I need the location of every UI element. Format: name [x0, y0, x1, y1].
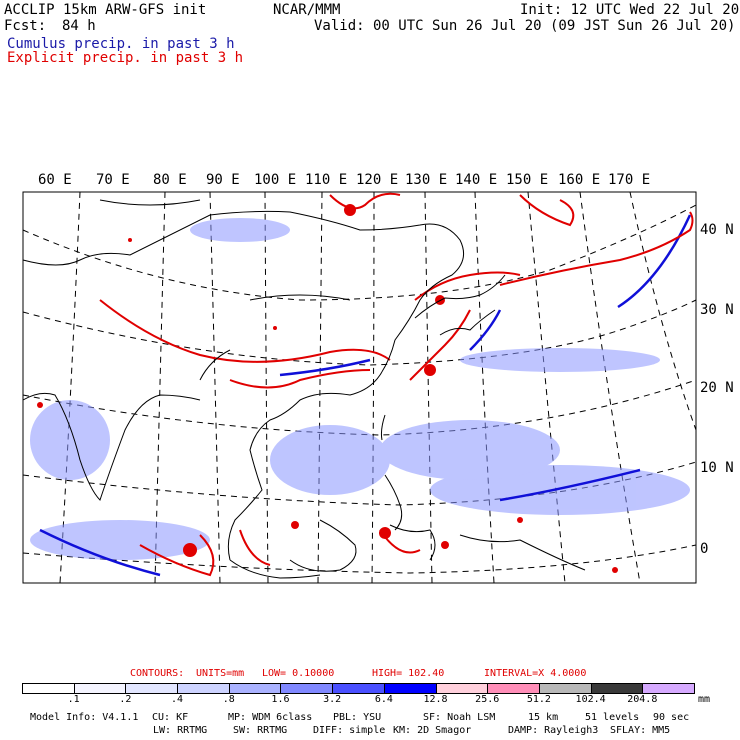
- coastlines: [22, 199, 586, 579]
- cumulus-precip-field: [30, 218, 690, 560]
- lon-label-160e: 160 E: [558, 172, 601, 188]
- lat-label-20n: 20 N: [700, 380, 734, 396]
- footer-info-item: Model Info: V4.1.1: [30, 712, 139, 723]
- footer-physics-item: SW: RRTMG: [233, 725, 288, 736]
- explicit-legend: Explicit precip. in past 3 h: [7, 50, 244, 66]
- lon-label-150e: 150 E: [506, 172, 549, 188]
- contours-label: CONTOURS:: [130, 668, 185, 679]
- colorbar-tick-label: 1.6: [271, 694, 290, 705]
- lat-line-30n: [22, 299, 697, 366]
- lon-line-110e: [317, 191, 323, 584]
- map-frame: [22, 191, 697, 584]
- forecast-hours: 84 h: [62, 18, 96, 34]
- footer-info-item: SF: Noah LSM: [423, 712, 496, 723]
- colorbar-bin: [383, 683, 437, 694]
- colorbar-unit: mm: [698, 694, 711, 705]
- colorbar-bin: [538, 683, 592, 694]
- colorbar-tick-label: .1: [67, 694, 80, 705]
- colorbar-bin: [332, 683, 385, 694]
- lon-label-60e: 60 E: [38, 172, 72, 188]
- colorbar-tick-label: 25.6: [475, 694, 500, 705]
- lon-line-160e: [579, 191, 641, 584]
- valid-time: Valid: 00 UTC Sun 26 Jul 20 (09 JST Sun …: [314, 18, 736, 34]
- colorbar-bin: [590, 683, 644, 694]
- footer-info-item: CU: KF: [152, 712, 189, 723]
- colorbar-bin: [73, 683, 127, 694]
- footer-physics-item: DIFF: simple: [313, 725, 386, 736]
- lon-line-100e: [264, 191, 269, 584]
- lon-label-130e: 130 E: [405, 172, 448, 188]
- lon-line-150e: [527, 191, 566, 584]
- lat-line-0: [22, 544, 697, 574]
- model-title: ACCLIP 15km ARW-GFS init: [4, 2, 207, 18]
- lon-label-80e: 80 E: [153, 172, 187, 188]
- lon-label-120e: 120 E: [356, 172, 399, 188]
- cumulus-legend: Cumulus precip. in past 3 h: [7, 36, 235, 52]
- lon-line-140e: [474, 191, 495, 584]
- contours-units: UNITS=mm: [196, 668, 245, 679]
- contours-interval: INTERVAL=X 4.0000: [484, 668, 587, 679]
- colorbar-tick-label: 6.4: [374, 694, 393, 705]
- colorbar-tick-label: 51.2: [526, 694, 551, 705]
- colorbar-tick-label: 204.8: [627, 694, 658, 705]
- map-background: [23, 192, 696, 583]
- lat-label-40n: 40 N: [700, 222, 734, 238]
- contours-low: LOW= 0.10000: [262, 668, 335, 679]
- footer-info-item: 90 sec: [653, 712, 690, 723]
- footer-info-item: 51 levels: [585, 712, 640, 723]
- forecast-label: Fcst:: [4, 18, 47, 34]
- lon-label-70e: 70 E: [96, 172, 130, 188]
- lon-line-120e: [371, 191, 375, 584]
- footer-info-item: MP: WDM 6class: [228, 712, 313, 723]
- lon-label-90e: 90 E: [206, 172, 240, 188]
- footer-info-item: 15 km: [528, 712, 559, 723]
- footer-physics-item: LW: RRTMG: [153, 725, 208, 736]
- lon-label-110e: 110 E: [305, 172, 348, 188]
- colorbar-bin: [435, 683, 489, 694]
- lon-label-140e: 140 E: [455, 172, 498, 188]
- graticule: [22, 191, 697, 584]
- lon-line-80e: [154, 191, 166, 584]
- colorbar-bin: [125, 683, 179, 694]
- colorbar-tick-label: 3.2: [323, 694, 342, 705]
- contours-high: HIGH= 102.40: [372, 668, 445, 679]
- lat-label-30n: 30 N: [700, 302, 734, 318]
- colorbar-bin: [280, 683, 334, 694]
- cumulus-precip-bands: [39, 214, 692, 577]
- organization: NCAR/MMM: [273, 2, 341, 18]
- lon-label-100e: 100 E: [254, 172, 297, 188]
- lon-line-170e: [629, 191, 697, 431]
- init-time: Init: 12 UTC Wed 22 Jul 20: [520, 2, 740, 18]
- footer-physics-item: SFLAY: MM5: [610, 725, 671, 736]
- colorbar-bin: [228, 683, 282, 694]
- colorbar-tick-label: .2: [119, 694, 132, 705]
- footer-physics-item: KM: 2D Smagor: [393, 725, 472, 736]
- colorbar-tick-label: .8: [222, 694, 235, 705]
- colorbar-bin: [642, 683, 695, 694]
- footer-info-item: PBL: YSU: [333, 712, 382, 723]
- lat-label-10n: 10 N: [700, 460, 734, 476]
- lon-label-170e: 170 E: [608, 172, 651, 188]
- lat-line-20n: [22, 379, 697, 436]
- footer-physics-item: DAMP: Rayleigh3: [508, 725, 599, 736]
- colorbar-tick-label: 12.8: [423, 694, 448, 705]
- colorbar-bin: [487, 683, 540, 694]
- colorbar-bin: [22, 683, 75, 694]
- colorbar-bin: [177, 683, 230, 694]
- lon-line-70e: [59, 191, 81, 584]
- colorbar-tick-label: 102.4: [575, 694, 606, 705]
- lat-label-0: 0: [700, 541, 709, 557]
- lon-line-90e: [209, 191, 221, 584]
- lon-line-130e: [424, 191, 433, 584]
- colorbar-tick-label: .4: [171, 694, 184, 705]
